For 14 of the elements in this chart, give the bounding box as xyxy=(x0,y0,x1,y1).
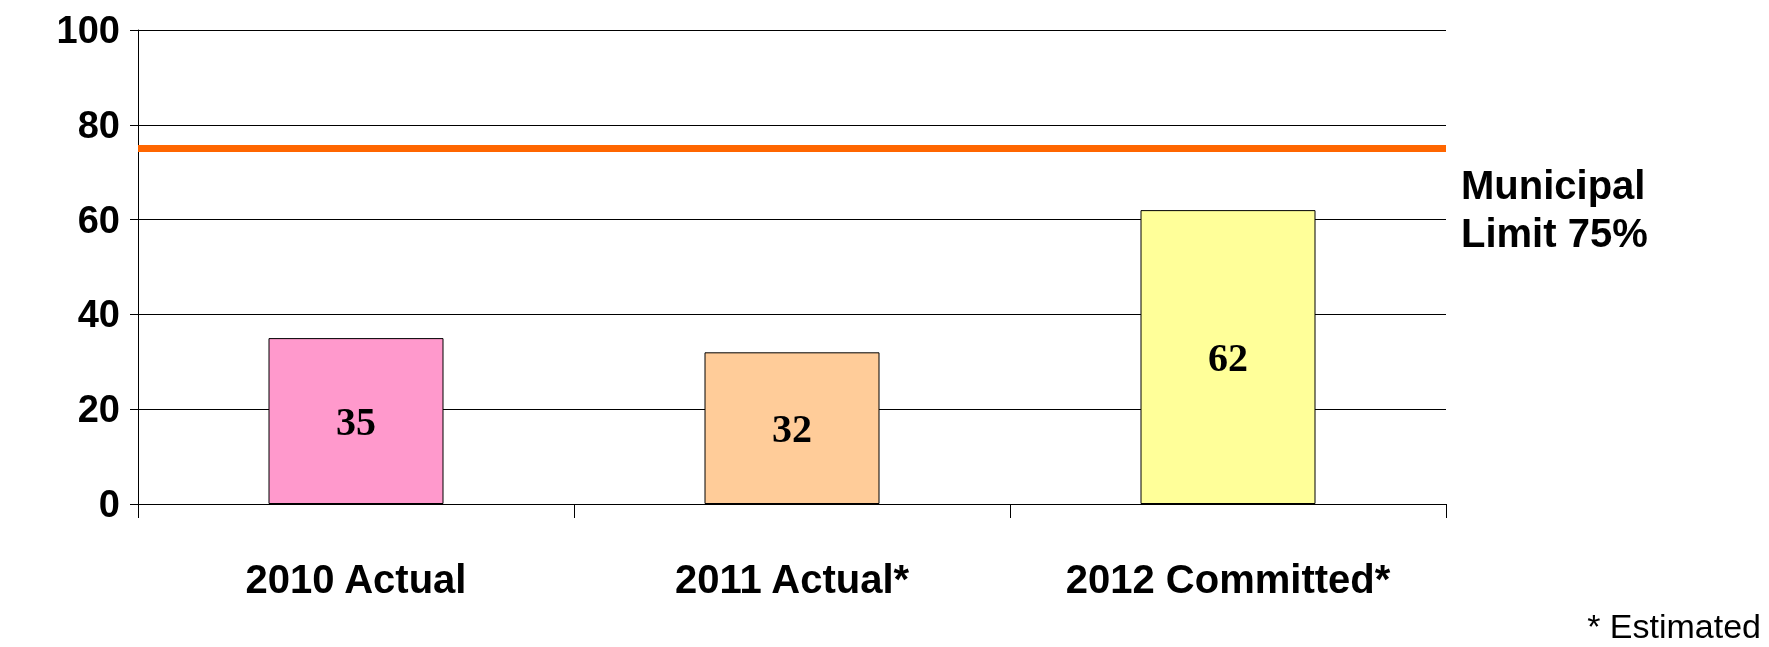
x-tick-label: 2012 Committed* xyxy=(1065,557,1391,601)
y-tick-label: 40 xyxy=(77,293,120,336)
y-tick-label: 0 xyxy=(98,483,120,525)
data-label: 32 xyxy=(772,405,812,451)
y-tick-label: 20 xyxy=(77,388,120,431)
x-tick-label: 2011 Actual* xyxy=(674,557,910,601)
data-label: 62 xyxy=(1208,334,1248,380)
y-tick-label: 100 xyxy=(56,9,120,51)
x-tick-label: 2010 Actual xyxy=(245,557,467,601)
data-label: 35 xyxy=(336,398,376,444)
ref-line-label: Municipal Limit 75% xyxy=(1461,162,1657,255)
y-tick-label: 60 xyxy=(77,198,120,241)
y-tick-label: 80 xyxy=(77,103,120,146)
text: * Estimated xyxy=(1587,607,1762,645)
